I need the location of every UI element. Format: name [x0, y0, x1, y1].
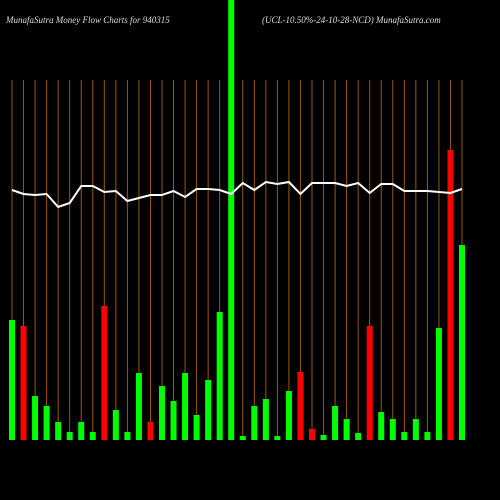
bar	[274, 436, 281, 440]
bar	[435, 328, 442, 440]
bar	[262, 399, 269, 440]
bar	[228, 0, 235, 440]
bar	[285, 391, 292, 440]
bar	[389, 419, 396, 440]
bar	[205, 380, 212, 440]
bar	[412, 419, 419, 440]
bar	[43, 406, 50, 440]
bar	[378, 412, 385, 440]
bar	[447, 150, 454, 440]
bar	[182, 373, 189, 440]
bar	[101, 306, 108, 440]
bar	[251, 406, 258, 440]
bar	[135, 373, 142, 440]
bar	[32, 396, 39, 440]
bar	[459, 245, 465, 440]
bar	[193, 415, 200, 440]
bar	[366, 326, 373, 440]
bar	[147, 422, 154, 440]
bar	[9, 320, 15, 440]
bar	[170, 401, 177, 440]
bar	[401, 432, 408, 440]
bar	[320, 435, 327, 440]
bar	[112, 410, 119, 440]
bar	[297, 372, 304, 440]
bar	[309, 429, 315, 440]
bar	[66, 432, 73, 440]
chart-subtitle: (UCL-10.50%-24-10-28-NCD) MunafaSutra.co…	[262, 15, 441, 25]
bar	[343, 419, 350, 440]
bar	[124, 432, 131, 440]
bar	[55, 422, 62, 440]
bar	[424, 432, 431, 440]
bar	[78, 422, 85, 440]
bar	[89, 432, 96, 440]
bar	[216, 312, 223, 440]
bar	[332, 406, 339, 440]
bar	[20, 326, 27, 440]
money-flow-line	[11, 180, 463, 209]
chart-title: MunafaSutra Money Flow Charts for 940315	[5, 15, 170, 25]
bar	[239, 436, 246, 440]
bar	[159, 386, 165, 440]
bar	[355, 433, 362, 440]
